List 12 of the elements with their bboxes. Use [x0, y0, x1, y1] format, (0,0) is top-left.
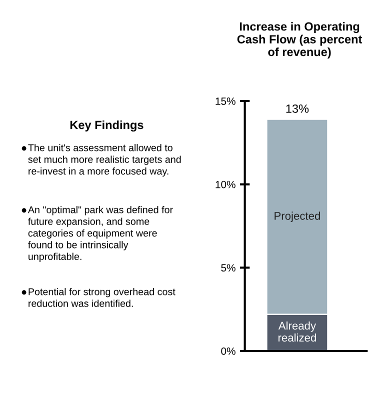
- chart-title: Increase in Operating Cash Flow (as percent of revenue): [237, 22, 362, 58]
- series-label: Already realized: [278, 322, 316, 342]
- y-tick-label: 10%: [216, 180, 236, 188]
- series-label: Projected: [274, 212, 320, 222]
- y-tick-label: 5%: [221, 264, 236, 272]
- y-tick-label: 0%: [221, 348, 236, 355]
- text: The unit's assessment allowed to set much more realistic targets and re-invest in a more focused way.: [28, 144, 181, 177]
- total-label: 13%: [286, 104, 309, 113]
- text: Key Findings: [70, 120, 144, 132]
- text: Potential for strong overhead cost reduction was identified.: [28, 288, 176, 307]
- y-tick-label: 15%: [216, 98, 236, 105]
- text: An "optimal" park was defined for future expansion, and some categories of equipment were found to be intrinsically unprofitable.: [28, 206, 173, 262]
